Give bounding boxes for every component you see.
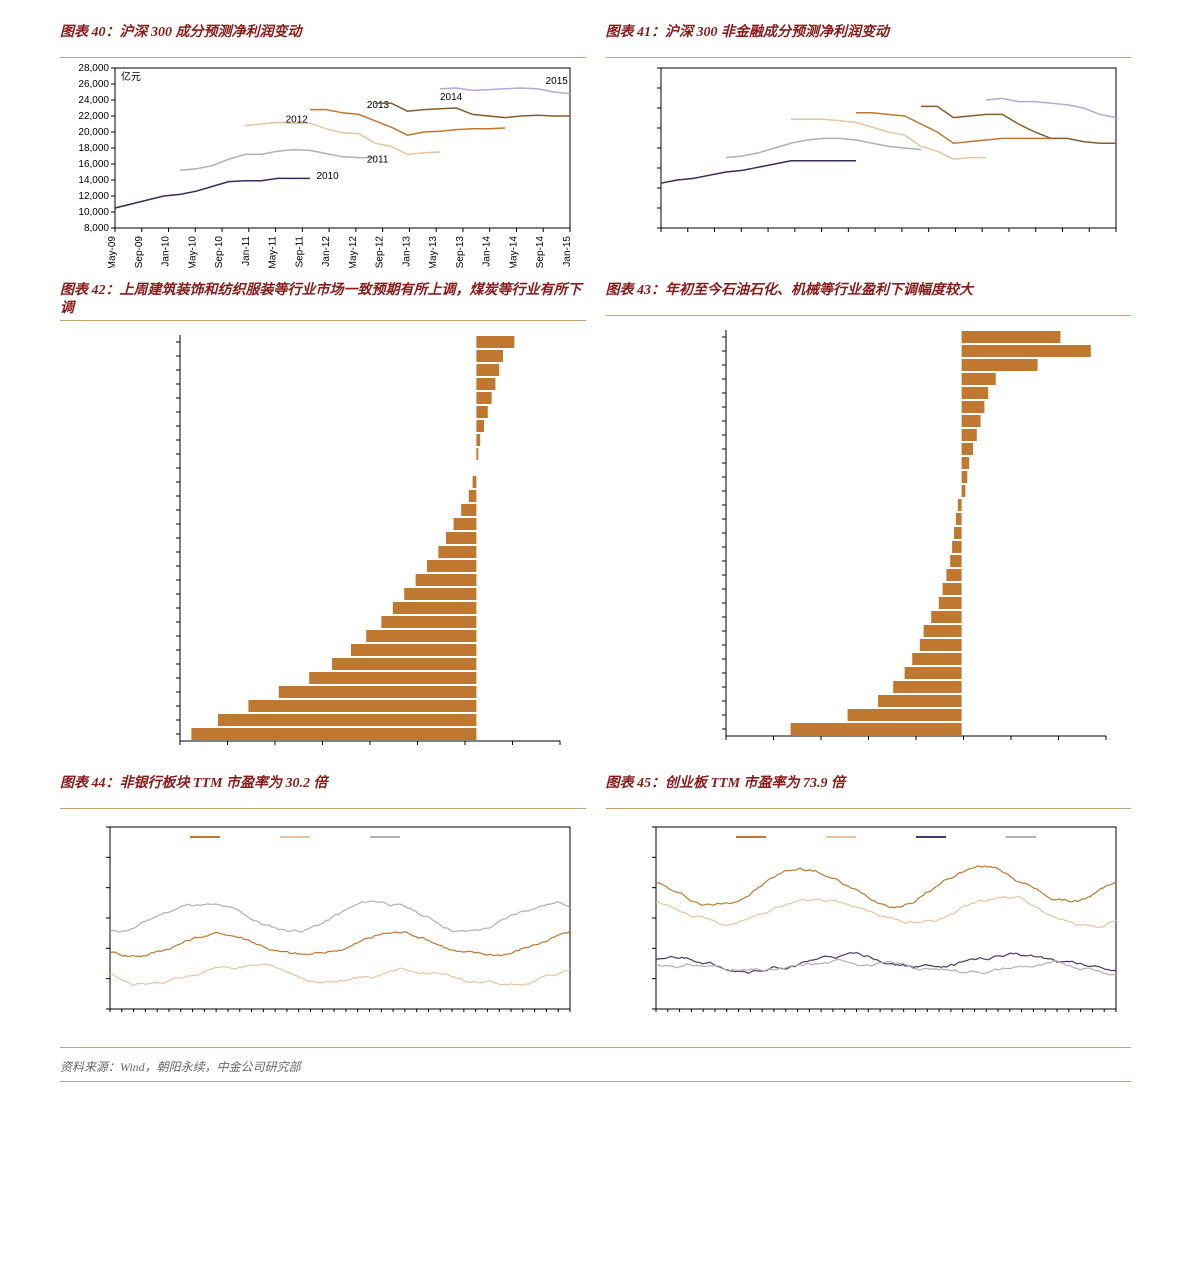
chart-42: 图表 42：上周建筑装饰和纺织服装等行业市场一致预期有所上调，煤炭等行业有所下调 [60, 278, 586, 761]
chart-41-body [606, 58, 1132, 268]
svg-text:18,000: 18,000 [78, 143, 109, 154]
chart-41: 图表 41：沪深 300 非金融成分预测净利润变动 [606, 20, 1132, 268]
svg-text:Sep-12: Sep-12 [375, 236, 386, 268]
chart-44-body [60, 809, 586, 1039]
svg-text:20,000: 20,000 [78, 127, 109, 138]
chart-40: 图表 40：沪深 300 成分预测净利润变动 8,000 10,000 12,000… [60, 20, 586, 268]
svg-text:Jan-13: Jan-13 [401, 236, 412, 267]
svg-text:16,000: 16,000 [78, 159, 109, 170]
svg-text:Sep-09: Sep-09 [134, 236, 145, 268]
chart-45: 图表 45：创业板 TTM 市盈率为 73.9 倍 [606, 771, 1132, 1039]
chart-44: 图表 44：非银行板块 TTM 市盈率为 30.2 倍 [60, 771, 586, 1039]
svg-text:Jan-10: Jan-10 [161, 236, 172, 267]
chart-42-title: 图表 42：上周建筑装饰和纺织服装等行业市场一致预期有所上调，煤炭等行业有所下调 [60, 278, 586, 321]
chart-45-title: 图表 45：创业板 TTM 市盈率为 73.9 倍 [606, 771, 1132, 809]
svg-text:Jan-12: Jan-12 [321, 236, 332, 267]
chart-44-title: 图表 44：非银行板块 TTM 市盈率为 30.2 倍 [60, 771, 586, 809]
chart-45-body [606, 809, 1132, 1039]
svg-text:2010: 2010 [317, 171, 340, 182]
chart-40-body: 8,000 10,000 12,000 14,000 16,000 18,000 20,00… [60, 58, 586, 268]
svg-text:2012: 2012 [286, 114, 309, 125]
svg-text:28,000: 28,000 [78, 63, 109, 74]
svg-text:May-11: May-11 [268, 236, 279, 268]
svg-text:亿元: 亿元 [121, 70, 141, 83]
svg-text:May-12: May-12 [348, 236, 359, 268]
svg-text:Sep-13: Sep-13 [455, 236, 466, 268]
chart-43-title: 图表 43：年初至今石油石化、机械等行业盈利下调幅度较大 [606, 278, 1132, 316]
chart-43: 图表 43：年初至今石油石化、机械等行业盈利下调幅度较大 [606, 278, 1132, 761]
source-citation: 资料来源：Wind，朝阳永续，中金公司研究部 [60, 1047, 1131, 1082]
svg-text:2013: 2013 [367, 100, 390, 111]
svg-text:24,000: 24,000 [78, 95, 109, 106]
svg-text:May-14: May-14 [508, 236, 519, 268]
svg-text:2014: 2014 [440, 92, 463, 103]
svg-text:10,000: 10,000 [78, 207, 109, 218]
svg-text:May-13: May-13 [428, 236, 439, 268]
svg-text:12,000: 12,000 [78, 191, 109, 202]
svg-text:May-10: May-10 [187, 236, 198, 268]
svg-text:Sep-10: Sep-10 [214, 236, 225, 268]
chart-42-body [60, 321, 586, 761]
svg-text:Jan-14: Jan-14 [482, 236, 493, 267]
svg-text:Jan-11: Jan-11 [241, 236, 252, 266]
svg-text:2011: 2011 [367, 154, 389, 165]
svg-text:May-09: May-09 [107, 236, 118, 268]
svg-text:Sep-11: Sep-11 [294, 236, 305, 268]
svg-text:22,000: 22,000 [78, 111, 109, 122]
svg-text:Sep-14: Sep-14 [535, 236, 546, 268]
svg-text:14,000: 14,000 [78, 175, 109, 186]
chart-41-title: 图表 41：沪深 300 非金融成分预测净利润变动 [606, 20, 1132, 58]
svg-text:26,000: 26,000 [78, 79, 109, 90]
chart-40-title: 图表 40：沪深 300 成分预测净利润变动 [60, 20, 586, 58]
svg-text:2015: 2015 [546, 76, 569, 87]
svg-text:Jan-15: Jan-15 [562, 236, 573, 267]
chart-43-body [606, 316, 1132, 756]
svg-text:8,000: 8,000 [84, 223, 109, 234]
